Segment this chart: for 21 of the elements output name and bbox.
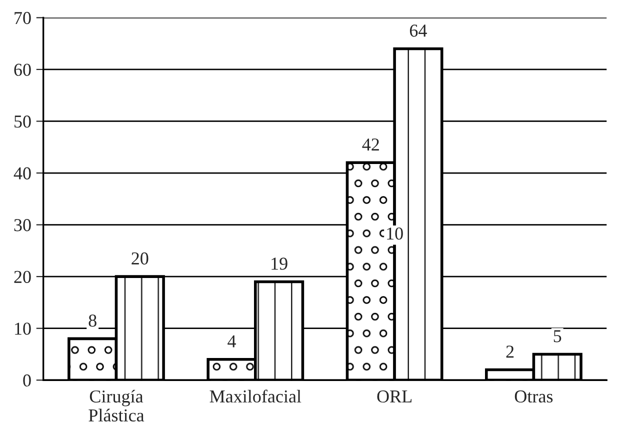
y-tick-label: 60: [14, 64, 31, 76]
x-tick-label: Maxilofacial: [210, 390, 302, 403]
data-label: 4: [228, 335, 236, 348]
data-label: 64: [410, 24, 427, 37]
y-tick-label: 40: [14, 167, 31, 180]
y-tick-label: 50: [14, 115, 31, 128]
data-label: 19: [272, 258, 288, 270]
y-tick-label: 10: [15, 322, 31, 335]
data-label: 5: [554, 330, 562, 342]
x-tick-label: Otras: [514, 390, 553, 403]
y-tick-label: 70: [14, 12, 31, 24]
x-tick-label: Cirugía Plástica: [88, 390, 144, 422]
data-label: 42: [362, 138, 379, 150]
y-tick-label: 0: [23, 374, 31, 387]
data-label: 2: [506, 346, 514, 358]
y-tick-label: 20: [14, 270, 31, 284]
y-tick-label: 30: [14, 219, 31, 232]
x-tick-label: ORL: [377, 390, 412, 403]
data-label: 8: [88, 314, 96, 327]
annotation: 10: [387, 227, 403, 240]
data-label: 20: [132, 252, 148, 265]
